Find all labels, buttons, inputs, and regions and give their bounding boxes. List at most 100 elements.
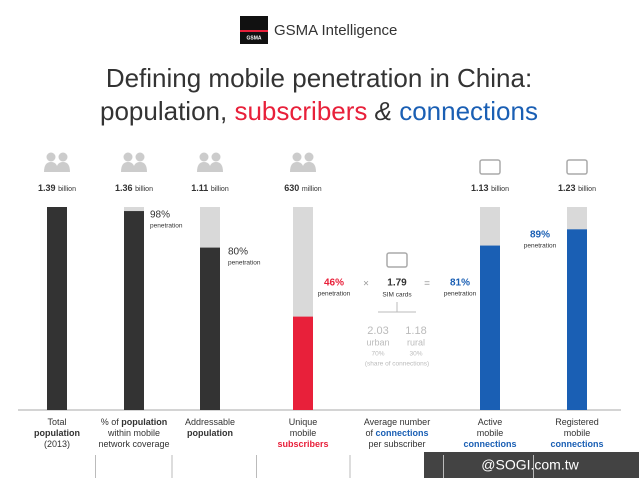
amount-unit: million <box>302 186 322 193</box>
rural-label: rural <box>407 337 425 347</box>
category-label: Total <box>47 417 66 427</box>
amount-label: 1.23 billion <box>558 183 596 193</box>
bar <box>124 211 144 410</box>
person-icon <box>44 162 58 172</box>
amount: 630 <box>284 183 299 193</box>
amount-label: 1.36 billion <box>115 183 153 193</box>
urban-value: 2.03 <box>367 325 388 337</box>
bar <box>567 229 587 410</box>
person-icon <box>211 152 221 162</box>
logo-stripe <box>240 30 268 32</box>
category-part: Registered <box>555 417 599 427</box>
equals: = <box>424 279 430 290</box>
person-icon <box>133 162 147 172</box>
multiplier-unit: SIM cards <box>382 292 412 299</box>
person-icon <box>56 162 70 172</box>
category-part: Average number <box>364 417 430 427</box>
title-part: connections <box>399 96 538 126</box>
value-label: 98% <box>150 210 170 221</box>
person-icon <box>199 152 209 162</box>
bar <box>480 245 500 410</box>
amount: 1.39 <box>38 183 56 193</box>
rural-value: 1.18 <box>405 325 426 337</box>
category-part: of <box>365 428 375 438</box>
category-part: network coverage <box>98 439 169 449</box>
category-label: (2013) <box>44 439 70 449</box>
amount: 1.13 <box>471 183 489 193</box>
category-part: population <box>121 417 167 427</box>
penetration-label: penetration <box>150 223 183 230</box>
category-label: mobile <box>290 428 317 438</box>
category-part: connections <box>550 439 603 449</box>
person-icon <box>135 152 145 162</box>
value-label: 46% <box>324 278 344 289</box>
category-label: connections <box>550 439 603 449</box>
person-icon <box>197 162 211 172</box>
logo-text: GSMA <box>247 35 262 41</box>
category-part: per subscriber <box>368 439 425 449</box>
amount-unit: billion <box>578 186 596 193</box>
penetration-label: penetration <box>318 291 351 298</box>
urban-share: 70% <box>371 351 384 358</box>
equation: × 1.79 SIM cards = 2.03 urban 70% 1.18 r… <box>363 252 430 368</box>
amount-unit: billion <box>491 186 509 193</box>
category-part: population <box>34 428 80 438</box>
category-part: Active <box>478 417 503 427</box>
category-part: within mobile <box>107 428 160 438</box>
amount-unit: billion <box>211 186 229 193</box>
category-label: mobile <box>477 428 504 438</box>
category-label: population <box>187 428 233 438</box>
category-part: Total <box>47 417 66 427</box>
category-label: per subscriber <box>368 439 425 449</box>
category-part: (2013) <box>44 439 70 449</box>
times: × <box>363 279 369 290</box>
person-icon <box>121 162 135 172</box>
category-label: subscribers <box>277 439 328 449</box>
penetration-label: penetration <box>524 243 557 250</box>
watermark: @SOGI.com.tw <box>481 457 579 473</box>
value-label: 80% <box>228 247 248 258</box>
category-label: Active <box>478 417 503 427</box>
watermark-box <box>424 452 639 478</box>
category-part: Unique <box>289 417 318 427</box>
multiplier: 1.79 <box>387 278 407 289</box>
category-part: connections <box>463 439 516 449</box>
title-line-1: Defining mobile penetration in China: <box>106 63 532 93</box>
amount: 1.23 <box>558 183 576 193</box>
category-label: Average number <box>364 417 430 427</box>
sim-icon <box>386 252 408 268</box>
bracket <box>378 302 416 313</box>
person-icon <box>304 152 314 162</box>
person-icon <box>290 162 304 172</box>
bar <box>200 247 220 410</box>
category-part: % of <box>101 417 122 427</box>
title-part: subscribers <box>234 96 367 126</box>
rural-share: 30% <box>409 351 422 358</box>
amount: 1.11 <box>191 183 208 193</box>
category-part: mobile <box>564 428 591 438</box>
category-label: within mobile <box>107 428 160 438</box>
value-label: 81% <box>450 278 470 289</box>
category-label: mobile <box>564 428 591 438</box>
sim-icon <box>566 159 588 175</box>
title-part: & <box>375 96 392 126</box>
amount-label: 1.39 billion <box>38 183 76 193</box>
penetration-label: penetration <box>444 291 477 298</box>
penetration-label: penetration <box>228 260 261 267</box>
title-part: population, <box>100 96 227 126</box>
person-icon <box>302 162 316 172</box>
value-label: 89% <box>530 230 550 241</box>
amount-unit: billion <box>135 186 153 193</box>
category-label: % of population <box>101 417 168 427</box>
bar <box>293 316 313 410</box>
person-icon <box>46 152 56 162</box>
category-part: subscribers <box>277 439 328 449</box>
amount-label: 1.13 billion <box>471 183 509 193</box>
amount: 1.36 <box>115 183 133 193</box>
category-part: mobile <box>477 428 504 438</box>
sim-icon <box>479 159 501 175</box>
amount-unit: billion <box>58 186 76 193</box>
brand-name: GSMA Intelligence <box>274 22 397 39</box>
amount-label: 630 million <box>284 183 321 193</box>
